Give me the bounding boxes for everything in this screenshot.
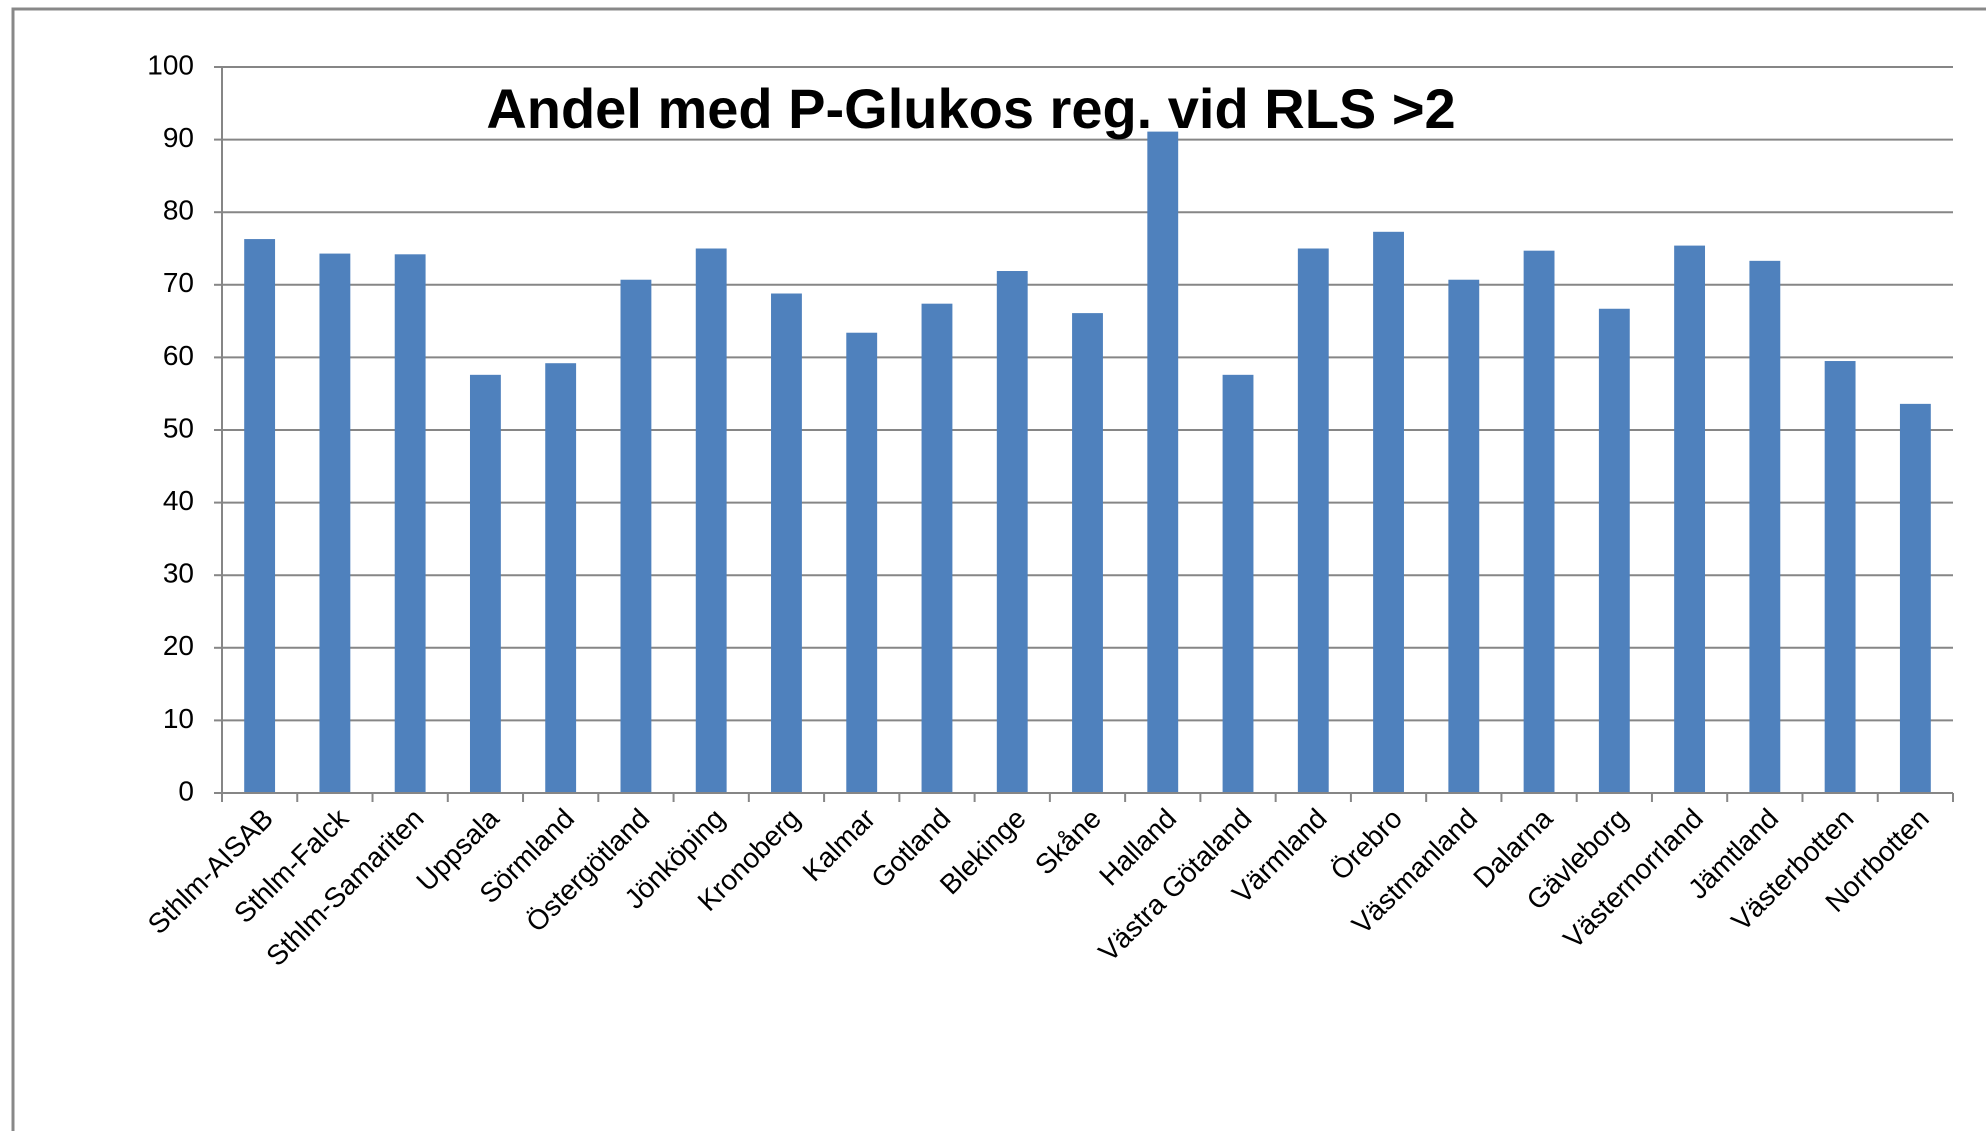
y-tick-label: 60 <box>163 340 194 371</box>
chart-title: Andel med P-Glukos reg. vid RLS >2 <box>486 77 1455 140</box>
y-tick-label: 70 <box>163 267 194 298</box>
bar <box>1824 361 1856 793</box>
y-tick-label: 50 <box>163 412 194 443</box>
y-tick-label: 10 <box>163 703 194 734</box>
bar <box>846 332 878 793</box>
bar <box>996 271 1028 794</box>
bar <box>1222 374 1254 793</box>
y-tick-label: 30 <box>163 558 194 589</box>
bar <box>1523 250 1555 794</box>
y-tick-label: 20 <box>163 630 194 661</box>
bar <box>771 293 802 793</box>
bar <box>1749 260 1781 793</box>
bar <box>1297 248 1329 793</box>
bar <box>1448 279 1480 793</box>
bar <box>469 374 501 793</box>
bar <box>319 253 351 793</box>
bar <box>620 279 652 793</box>
bar <box>545 363 577 793</box>
bar <box>1373 231 1404 793</box>
y-tick-label: 100 <box>147 49 194 80</box>
y-tick-label: 90 <box>163 122 194 153</box>
bar <box>244 239 276 793</box>
bar <box>1899 403 1931 793</box>
y-tick-label: 80 <box>163 195 194 226</box>
bar <box>695 248 727 793</box>
bar <box>1598 308 1630 793</box>
bar <box>921 303 953 793</box>
y-tick-label: 0 <box>178 775 194 806</box>
bar <box>1147 131 1179 793</box>
bar <box>1674 245 1706 793</box>
bar <box>394 254 426 794</box>
y-tick-label: 40 <box>163 485 194 516</box>
bar <box>1072 313 1103 793</box>
